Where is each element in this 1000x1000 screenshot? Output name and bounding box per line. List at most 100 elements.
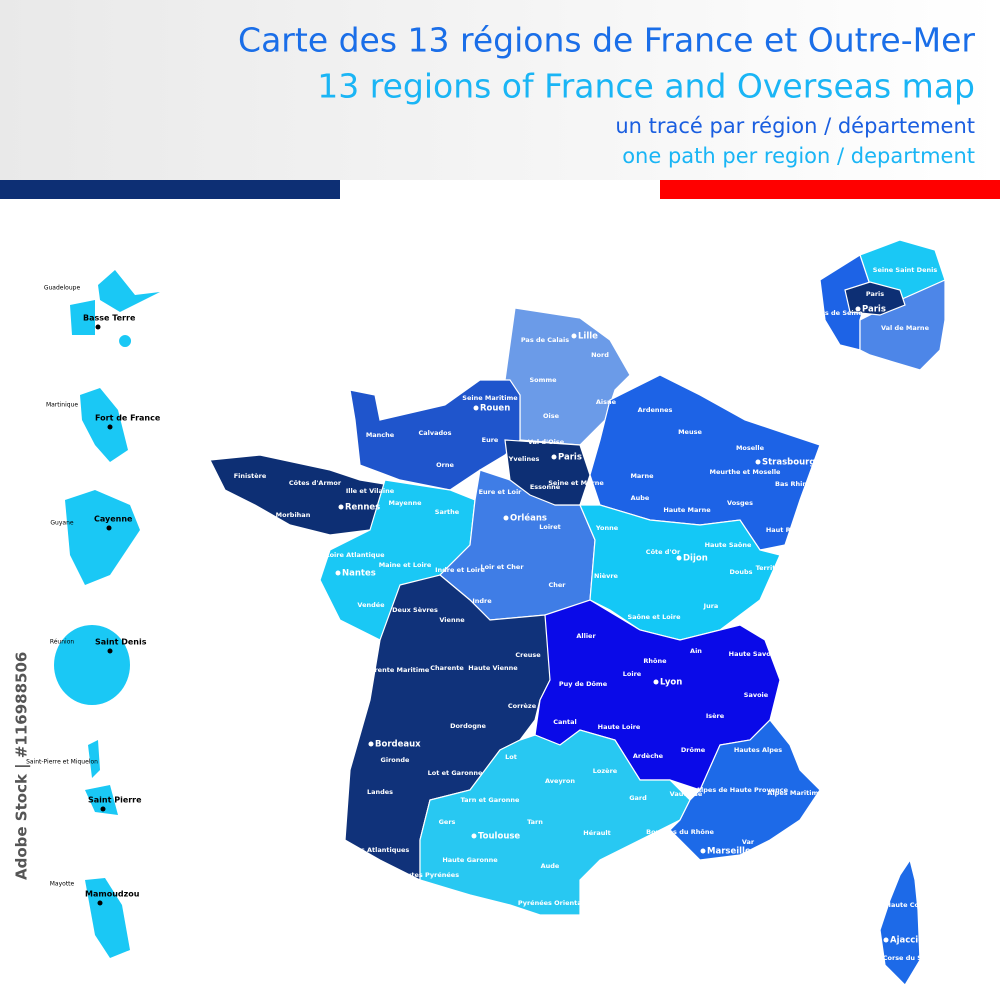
department-label: Alpes Maritimes	[767, 789, 826, 797]
department-label: Haute Vienne	[468, 664, 518, 672]
department-label: Vendée	[357, 601, 385, 609]
department-label: Gers	[439, 818, 456, 826]
department-label: Charente	[430, 664, 464, 672]
department-label: Lozère	[593, 767, 618, 775]
city-label: Nantes	[342, 569, 376, 579]
city-dot	[368, 741, 374, 747]
department-label: Allier	[576, 632, 596, 640]
city-dot	[338, 504, 344, 510]
city-label: Strasbourg	[762, 458, 815, 468]
city-dot	[571, 333, 577, 339]
department-label: Charente Maritime	[361, 666, 430, 674]
department-label: Loiret	[539, 523, 561, 531]
overseas-city: Fort de France	[95, 414, 161, 423]
city-label: Dijon	[683, 554, 708, 564]
city-dot	[335, 570, 341, 576]
department-label: Indre	[472, 597, 492, 605]
inset-label: Hauts de Seine	[807, 309, 863, 317]
department-label: Pyrénées Atlantiques	[331, 846, 410, 854]
region	[504, 439, 591, 506]
department-label: Marne	[630, 472, 654, 480]
department-label: Ardèche	[633, 752, 664, 760]
city-dot	[107, 648, 113, 654]
department-label: Eure et Loir	[479, 488, 523, 496]
city-label: Rennes	[345, 503, 380, 513]
department-label: Aisne	[596, 398, 617, 406]
island	[54, 625, 130, 705]
regions	[209, 307, 921, 986]
region	[879, 858, 921, 986]
island	[85, 878, 130, 958]
department-label: Landes	[367, 788, 393, 796]
department-label: Aude	[541, 862, 560, 870]
city-label: Orléans	[510, 513, 547, 524]
city-dot	[473, 405, 479, 411]
overseas-city: Mamoudzou	[85, 890, 140, 899]
overseas-name: Mayotte	[50, 881, 75, 888]
overseas-city: Saint Pierre	[88, 796, 142, 805]
department-label: Meuse	[678, 428, 702, 436]
department-label: Tarn	[527, 818, 543, 826]
department-label: Lot et Garonne	[428, 769, 483, 777]
department-label: Isère	[706, 712, 725, 720]
city-dot	[755, 459, 761, 465]
region	[419, 729, 691, 916]
department-label: Nièvre	[594, 572, 619, 580]
department-label: Hautes Pyrénées	[397, 871, 459, 879]
city-label: Lille	[578, 332, 598, 342]
department-label: Saône et Loire	[627, 613, 681, 621]
department-label: Ille et Vilaine	[346, 487, 395, 495]
department-label: Yonne	[595, 524, 619, 532]
inset-label: Val de Marne	[881, 324, 930, 332]
city-dot	[855, 306, 861, 312]
city-label: Lyon	[660, 678, 682, 688]
region	[669, 719, 821, 861]
department-label: Cantal	[553, 718, 577, 726]
city-label: Bordeaux	[375, 740, 421, 750]
overseas-city: Cayenne	[94, 515, 133, 524]
department-label: Loir et Cher	[480, 563, 524, 571]
overseas-city: Basse Terre	[83, 314, 136, 323]
flag-blue	[0, 180, 340, 199]
department-label: Maine et Loire	[379, 561, 432, 569]
department-label: Calvados	[419, 429, 452, 437]
department-label: Doubs	[729, 568, 752, 576]
department-label: Haute Saône	[705, 541, 752, 549]
department-label: Cher	[548, 581, 566, 589]
department-label: Morbihan	[276, 511, 311, 519]
title-en: 13 regions of France and Overseas map	[317, 67, 975, 106]
labels: Pas de Calais Nord Somme Aisne Oise Seine Mar…	[13, 266, 938, 962]
inset-area	[844, 281, 906, 316]
department-label: Lot	[505, 753, 517, 761]
department-label: Drôme	[681, 746, 706, 754]
department-label: Corse du Sud	[883, 954, 932, 962]
department-label: Gironde	[381, 756, 411, 764]
city-dot	[503, 515, 509, 521]
department-label: Finistère	[234, 472, 267, 480]
department-label: Seine et Marne	[548, 479, 604, 487]
city-dot	[700, 848, 706, 854]
city-dot	[95, 324, 101, 330]
region	[589, 374, 821, 551]
department-label: Ardennes	[638, 406, 673, 414]
department-label: Puy de Dôme	[559, 680, 608, 688]
city-dot	[653, 679, 659, 685]
overseas-city: Saint Denis	[95, 638, 147, 647]
city-label: Rouen	[480, 404, 510, 414]
city-dot	[883, 937, 889, 943]
department-label: Oise	[543, 412, 560, 420]
department-label: Haute Marne	[663, 506, 711, 514]
department-label: Côtes d'Armor	[289, 479, 342, 487]
department-label: Bouches du Rhône	[646, 828, 714, 836]
department-label: Haute Garonne	[442, 856, 498, 864]
department-label: Ain	[690, 647, 702, 655]
department-label: Tarn et Garonne	[461, 796, 521, 804]
inset-label: Paris	[866, 290, 884, 298]
flag-red	[660, 180, 1000, 199]
header-band	[0, 0, 1000, 180]
island	[85, 740, 118, 815]
department-label: Vosges	[727, 499, 753, 507]
department-label: Jura	[703, 602, 719, 610]
department-label: Hautes Alpes	[734, 746, 782, 754]
